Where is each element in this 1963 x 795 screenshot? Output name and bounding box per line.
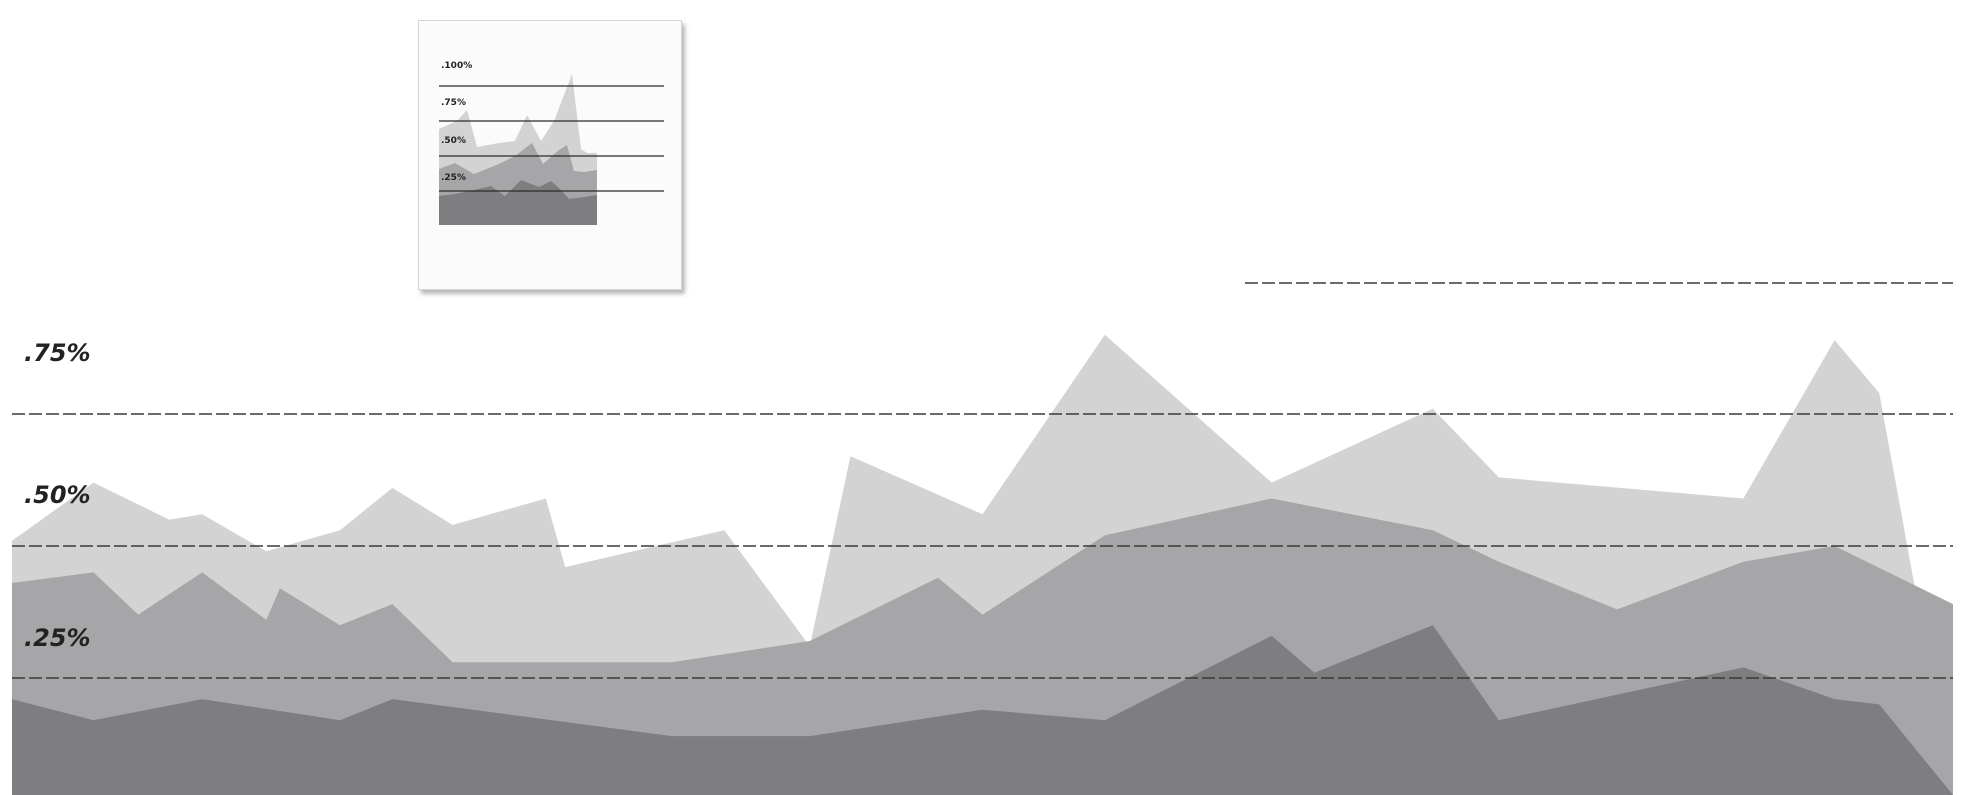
thumbnail-areas [439, 74, 597, 225]
area-series-group [12, 334, 1953, 795]
y-tick-label-025: .25% [24, 624, 91, 652]
y-tick-label-050: .50% [24, 481, 91, 509]
dashed-gridlines [12, 282, 1953, 679]
thumbnail-label-025: .25% [441, 173, 466, 183]
thumbnail-label-075: .75% [441, 98, 466, 108]
thumbnail-gridlines [439, 85, 664, 192]
thumbnail-chart: .100% .75% .50% .25% [439, 61, 664, 225]
chart-thumbnail-card: .100% .75% .50% .25% [418, 20, 682, 290]
thumbnail-label-100: .100% [441, 61, 472, 71]
y-tick-label-075: .75% [24, 339, 91, 367]
thumbnail-label-050: .50% [441, 136, 466, 146]
area-series-1 [12, 625, 1953, 795]
